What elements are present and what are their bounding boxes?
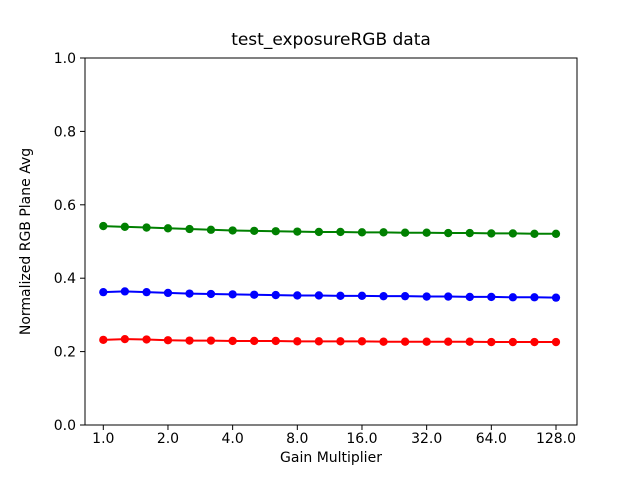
- data-point-red: [465, 337, 474, 346]
- data-point-green: [336, 227, 345, 237]
- data-point-green: [250, 226, 259, 236]
- data-point-blue: [99, 287, 108, 297]
- data-point-blue: [357, 291, 367, 300]
- x-tick-label: 4.0: [222, 431, 244, 447]
- data-point-green: [163, 224, 173, 233]
- data-point-green: [422, 228, 431, 237]
- data-point-blue: [465, 292, 474, 302]
- plot-border: [84, 57, 578, 426]
- data-point-green: [465, 228, 474, 238]
- data-point-green: [271, 227, 280, 236]
- data-point-blue: [250, 290, 259, 299]
- data-point-green: [142, 223, 151, 232]
- data-point-green: [185, 224, 194, 234]
- data-point-red: [163, 336, 173, 345]
- data-point-blue: [185, 289, 194, 298]
- data-point-red: [185, 336, 194, 345]
- y-tick-label: 0.0: [54, 418, 76, 434]
- data-point-blue: [120, 287, 130, 296]
- data-point-red: [400, 337, 410, 346]
- data-point-red: [228, 336, 237, 346]
- data-point-blue: [400, 292, 410, 301]
- data-point-red: [357, 337, 367, 346]
- data-point-blue: [163, 288, 173, 298]
- data-point-red: [379, 337, 388, 346]
- series-line-red: [103, 338, 556, 344]
- data-point-red: [487, 337, 496, 347]
- data-point-red: [120, 334, 130, 344]
- data-point-blue: [228, 290, 237, 299]
- data-point-green: [206, 225, 216, 234]
- data-point-red: [99, 335, 108, 345]
- data-point-blue: [336, 291, 345, 300]
- y-axis-label: Normalized RGB Plane Avg: [18, 148, 34, 335]
- data-point-green: [293, 227, 302, 236]
- data-point-red: [422, 337, 431, 346]
- y-tick-label: 1.0: [54, 51, 76, 67]
- data-point-blue: [487, 292, 496, 302]
- data-point-green: [444, 228, 453, 238]
- y-tick-label: 0.8: [54, 124, 76, 140]
- x-tick-label: 16.0: [346, 431, 377, 447]
- x-tick-label: 2.0: [157, 431, 179, 447]
- y-tick-label: 0.4: [54, 271, 76, 287]
- data-point-red: [444, 337, 453, 346]
- data-point-red: [250, 336, 259, 346]
- x-tick-label: 64.0: [476, 431, 507, 447]
- data-point-red: [271, 336, 280, 346]
- series-line-green: [103, 225, 556, 235]
- series-line-blue: [103, 290, 557, 299]
- data-point-blue: [444, 292, 453, 301]
- chart-title: test_exposureRGB data: [231, 30, 431, 50]
- data-point-blue: [508, 293, 518, 302]
- x-tick-label: 1.0: [92, 431, 114, 447]
- data-point-green: [379, 228, 388, 237]
- y-tick-label: 0.6: [54, 198, 76, 214]
- x-tick-label: 128.0: [536, 431, 576, 447]
- data-point-green: [551, 229, 561, 238]
- data-point-red: [508, 337, 518, 347]
- data-point-blue: [293, 291, 302, 300]
- data-point-blue: [142, 287, 151, 297]
- data-point-green: [400, 228, 410, 237]
- data-point-green: [357, 228, 367, 237]
- data-point-blue: [422, 292, 431, 301]
- data-point-blue: [271, 290, 280, 300]
- data-point-green: [508, 229, 518, 238]
- data-point-blue: [379, 292, 388, 301]
- data-point-green: [314, 227, 324, 237]
- data-point-red: [314, 337, 324, 346]
- data-point-red: [530, 337, 539, 347]
- data-point-green: [120, 222, 130, 231]
- data-point-blue: [314, 291, 324, 300]
- data-point-green: [530, 229, 539, 238]
- x-axis-label: Gain Multiplier: [280, 450, 382, 466]
- y-tick-label: 0.2: [54, 345, 76, 361]
- data-point-red: [293, 337, 302, 346]
- data-point-green: [487, 229, 496, 238]
- x-tick-label: 8.0: [286, 431, 308, 447]
- data-point-red: [206, 336, 216, 345]
- data-point-blue: [206, 289, 216, 299]
- data-point-green: [99, 221, 108, 231]
- data-point-red: [551, 337, 561, 347]
- data-point-green: [228, 226, 237, 235]
- data-point-red: [142, 335, 151, 344]
- data-point-red: [336, 337, 345, 346]
- x-tick-label: 32.0: [411, 431, 442, 447]
- data-point-blue: [551, 293, 561, 302]
- data-point-blue: [530, 293, 539, 302]
